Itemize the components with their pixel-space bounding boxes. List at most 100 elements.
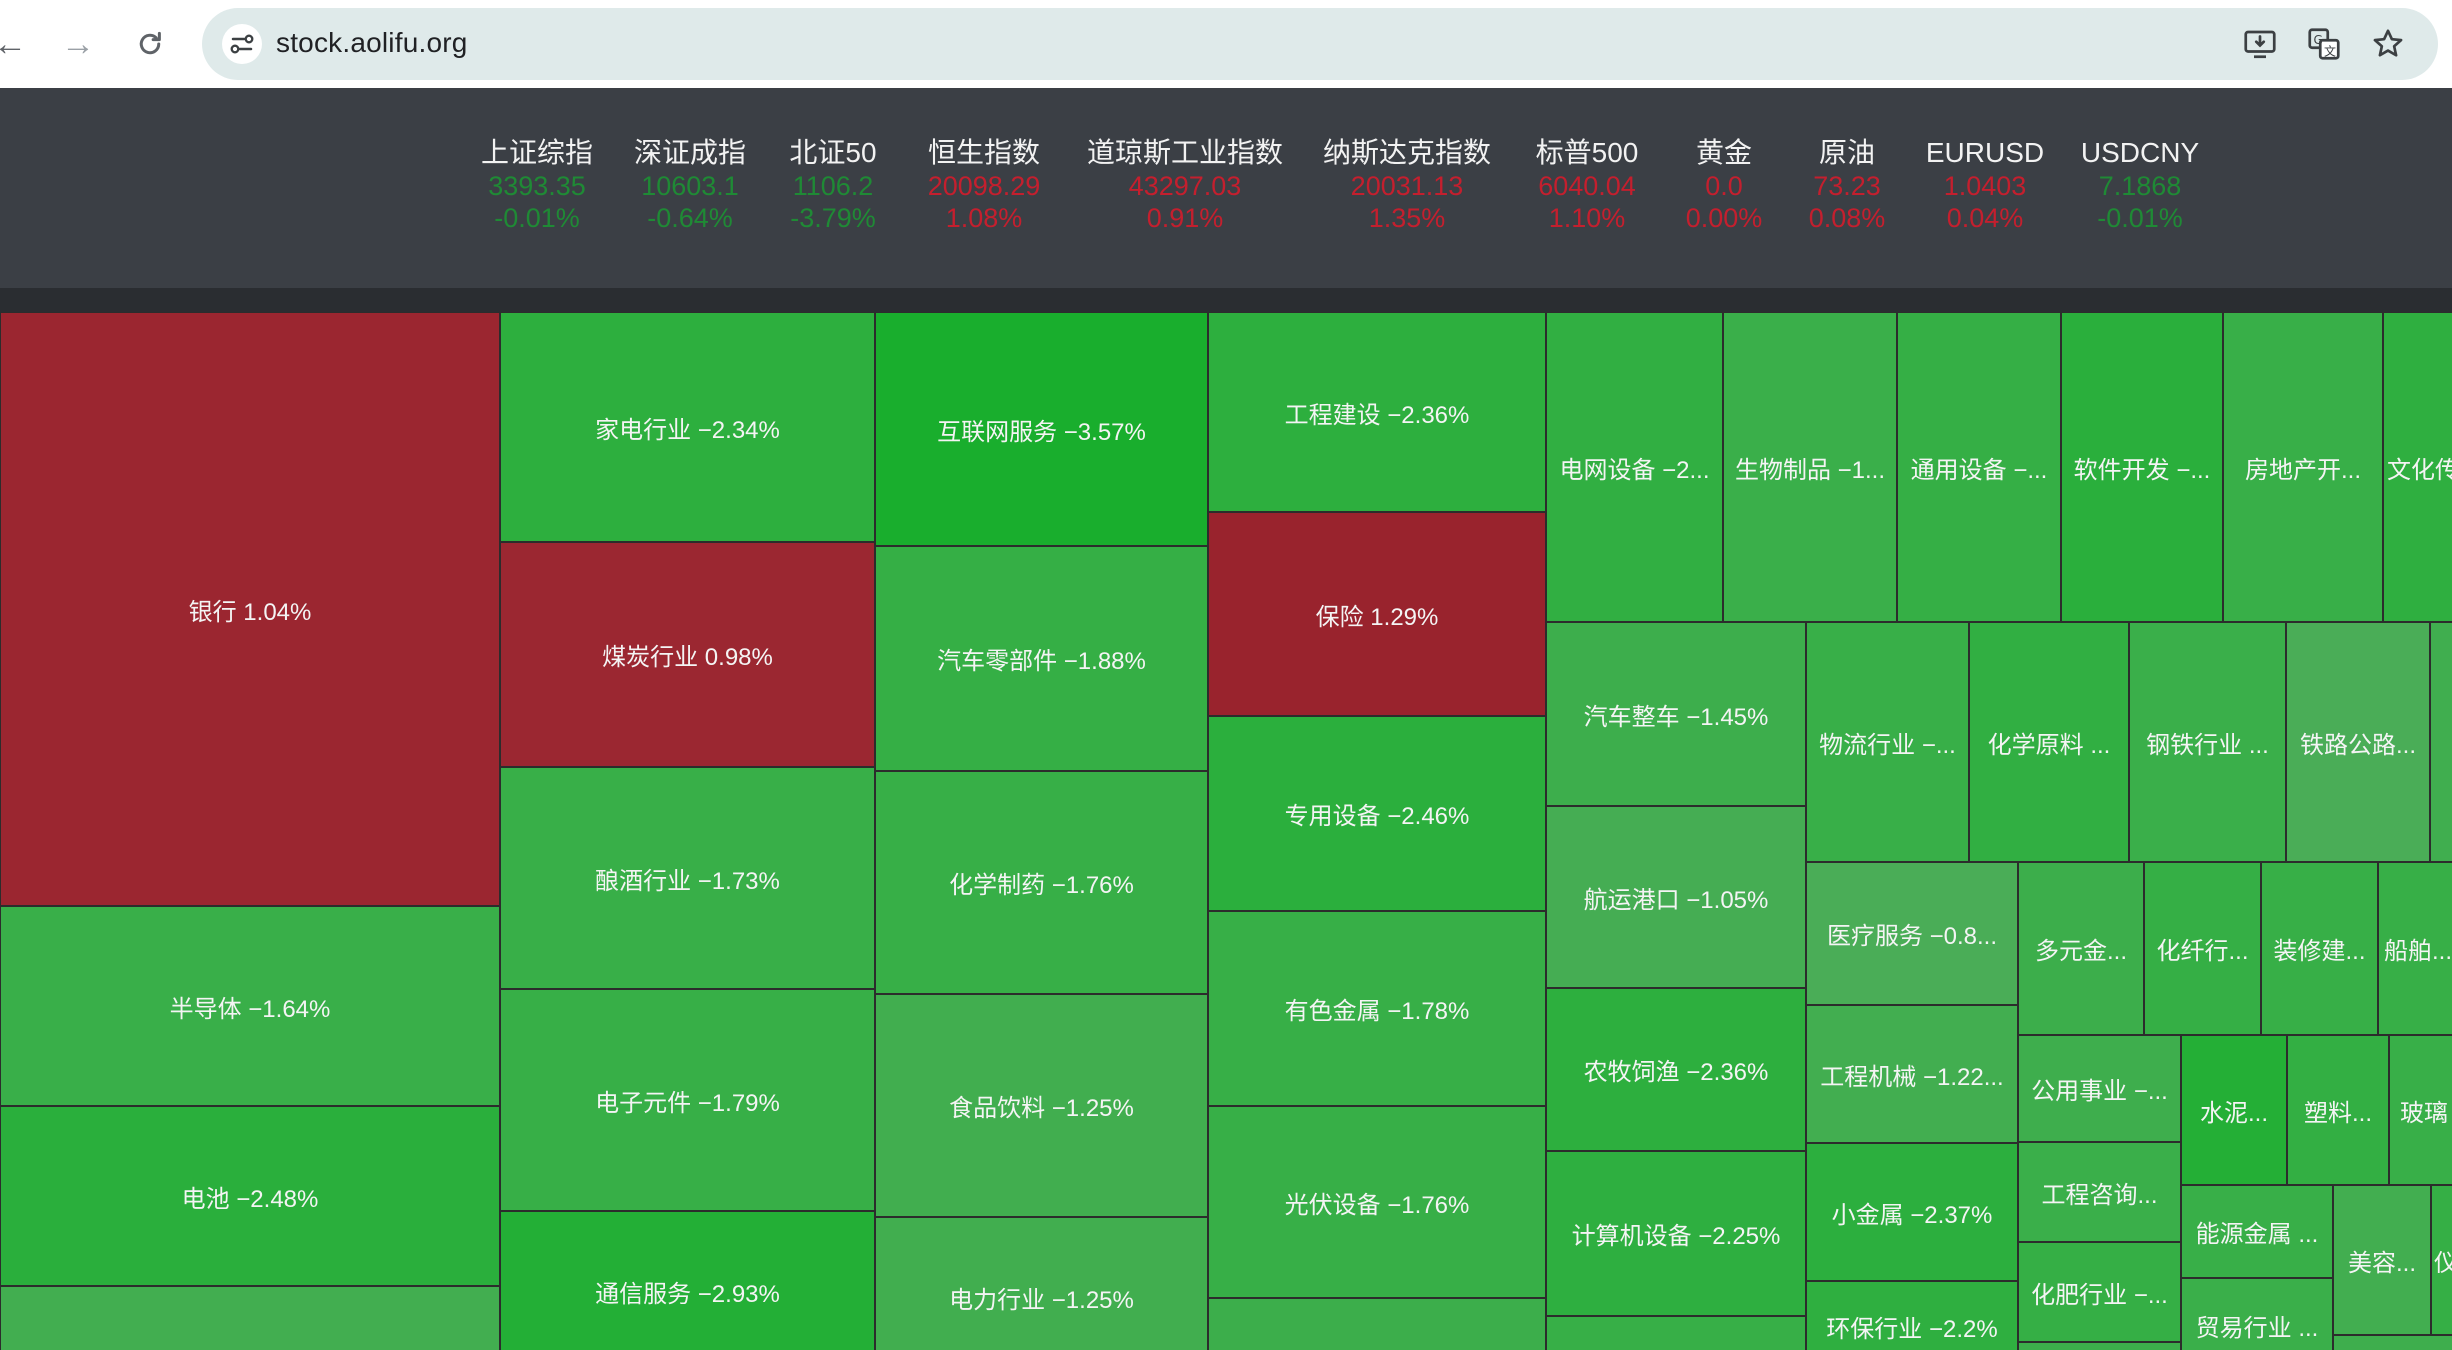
sector-tile[interactable]: 多元金...: [2018, 862, 2144, 1035]
sector-tile[interactable]: 化学制药 −1.76%: [875, 771, 1208, 994]
sector-tile[interactable]: 保险 1.29%: [1208, 512, 1546, 716]
install-app-icon[interactable]: [2242, 26, 2278, 62]
index-item[interactable]: EURUSD 1.0403 0.04%: [1926, 136, 2044, 234]
sector-tile[interactable]: 有色金属 −1.78%: [1208, 911, 1546, 1106]
sector-tile[interactable]: 食品饮料 −1.25%: [875, 994, 1208, 1217]
sector-label: 航运港口 −1.05%: [1583, 886, 1769, 914]
sector-tile[interactable]: 装修建...: [2261, 862, 2378, 1035]
sector-label: 医疗服务 −0.8...: [1826, 923, 1998, 950]
sector-tile[interactable]: [0, 1286, 500, 1350]
sector-tile[interactable]: 软件开发 −...: [2061, 312, 2223, 622]
url-text[interactable]: stock.aolifu.org: [276, 27, 468, 58]
sector-heatmap: 银行 1.04% 半导体 −1.64% 电池 −2.48% 家电行业 −2.34% 煤炭…: [0, 312, 2452, 1350]
sector-tile[interactable]: 通用设备 −...: [1897, 312, 2061, 622]
sector-tile[interactable]: 医疗服务 −0.8...: [1806, 862, 2018, 1005]
index-name: EURUSD: [1925, 137, 2045, 168]
sector-tile[interactable]: 船舶...: [2378, 862, 2452, 1035]
sector-tile[interactable]: 能源金属 ...: [2181, 1185, 2333, 1278]
index-item[interactable]: 上证综指 3393.35 -0.01%: [481, 136, 593, 234]
index-change: -3.79%: [790, 203, 876, 233]
sector-label: 汽车整车 −1.45%: [1583, 703, 1769, 731]
sector-tile[interactable]: 电网设备 −2...: [1546, 312, 1723, 622]
index-change: 1.10%: [1548, 203, 1626, 233]
sector-tile[interactable]: 文化传: [2383, 312, 2452, 622]
sector-tile[interactable]: 汽车整车 −1.45%: [1546, 622, 1806, 806]
sector-label: 文化传: [2387, 456, 2452, 484]
sector-tile[interactable]: [2430, 622, 2452, 862]
sector-tile[interactable]: 煤炭行业 0.98%: [500, 542, 875, 767]
sector-tile[interactable]: 小金属 −2.37%: [1806, 1143, 2018, 1281]
sector-tile[interactable]: 酿酒行业 −1.73%: [500, 767, 875, 989]
arrow-right-icon[interactable]: →: [61, 25, 95, 63]
sector-tile[interactable]: 电力行业 −1.25%: [875, 1217, 1208, 1350]
sector-tile[interactable]: 玻璃: [2389, 1035, 2452, 1185]
index-change: 0.91%: [1146, 203, 1224, 233]
index-name: 恒生指数: [927, 137, 1040, 168]
sector-tile[interactable]: 电子元件 −1.79%: [500, 989, 875, 1211]
index-change: -0.64%: [647, 203, 733, 233]
sector-label: 房地产开...: [2244, 456, 2361, 484]
sector-tile[interactable]: 物流行业 −...: [1806, 622, 1969, 862]
sector-tile[interactable]: [1208, 1298, 1546, 1350]
site-settings-icon[interactable]: [220, 22, 264, 66]
sector-tile[interactable]: 铁路公路...: [2286, 622, 2430, 862]
sector-tile[interactable]: 互联网服务 −3.57%: [875, 312, 1208, 546]
sector-tile[interactable]: 化纤行...: [2144, 862, 2261, 1035]
sector-label: 食品饮料 −1.25%: [949, 1095, 1134, 1122]
sector-label: 光伏设备 −1.76%: [1284, 1191, 1470, 1219]
sector-tile[interactable]: 环保行业 −2.2%: [1806, 1281, 2018, 1350]
sector-tile[interactable]: 化肥行业 −...: [2018, 1242, 2181, 1342]
sector-tile[interactable]: [2018, 1342, 2181, 1350]
sector-tile[interactable]: [2333, 1335, 2452, 1350]
sector-tile[interactable]: 贸易行业 ...: [2181, 1278, 2333, 1350]
sector-tile[interactable]: [1546, 1316, 1806, 1350]
sector-tile[interactable]: 汽车零部件 −1.88%: [875, 546, 1208, 771]
index-item[interactable]: 北证50 1106.2 -3.79%: [789, 136, 876, 234]
index-value: 0.0: [1705, 171, 1743, 201]
sector-tile[interactable]: 计算机设备 −2.25%: [1546, 1151, 1806, 1316]
sector-tile[interactable]: 化学原料 ...: [1969, 622, 2129, 862]
sector-tile[interactable]: 工程咨询...: [2018, 1142, 2181, 1242]
index-item[interactable]: 原油 73.23 0.08%: [1809, 136, 1886, 234]
sector-tile[interactable]: 银行 1.04%: [0, 312, 500, 906]
sector-tile[interactable]: 水泥...: [2181, 1035, 2287, 1185]
index-item[interactable]: 恒生指数 20098.29 1.08%: [928, 136, 1041, 234]
sector-tile[interactable]: 塑料...: [2287, 1035, 2389, 1185]
sector-label: 化学制药 −1.76%: [949, 872, 1134, 899]
sector-tile[interactable]: 公用事业 −...: [2018, 1035, 2181, 1142]
index-item[interactable]: 深证成指 10603.1 -0.64%: [634, 136, 746, 234]
sector-label: 铁路公路...: [2299, 731, 2416, 759]
star-icon[interactable]: [2370, 26, 2406, 62]
sector-tile[interactable]: 电池 −2.48%: [0, 1106, 500, 1286]
sector-label: 化纤行...: [2156, 938, 2249, 965]
sector-tile[interactable]: 半导体 −1.64%: [0, 906, 500, 1106]
index-value: 6040.04: [1538, 171, 1636, 201]
sector-label: 多元金...: [2034, 938, 2127, 965]
reload-icon[interactable]: [122, 16, 178, 72]
sector-label: 有色金属 −1.78%: [1284, 998, 1470, 1025]
sector-tile[interactable]: 美容...: [2333, 1185, 2431, 1335]
header-divider: [0, 288, 2452, 312]
index-name: 深证成指: [633, 137, 747, 168]
sector-tile[interactable]: 房地产开...: [2223, 312, 2383, 622]
index-item[interactable]: USDCNY 7.1868 -0.01%: [2081, 136, 2199, 234]
sector-tile[interactable]: 钢铁行业 ...: [2129, 622, 2286, 862]
sector-tile[interactable]: 通信服务 −2.93%: [500, 1211, 875, 1350]
index-item[interactable]: 黄金 0.0 0.00%: [1686, 136, 1763, 234]
sector-tile[interactable]: 仪: [2431, 1185, 2452, 1335]
sector-tile[interactable]: 光伏设备 −1.76%: [1208, 1106, 1546, 1298]
sector-tile[interactable]: 工程建设 −2.36%: [1208, 312, 1546, 512]
sector-tile[interactable]: 航运港口 −1.05%: [1546, 806, 1806, 988]
index-item[interactable]: 纳斯达克指数 20031.13 1.35%: [1323, 136, 1491, 234]
sector-tile[interactable]: 家电行业 −2.34%: [500, 312, 875, 542]
sector-tile[interactable]: 工程机械 −1.22...: [1806, 1005, 2018, 1143]
sector-tile[interactable]: 生物制品 −1...: [1723, 312, 1897, 622]
index-item[interactable]: 道琼斯工业指数 43297.03 0.91%: [1087, 136, 1283, 234]
arrow-left-icon[interactable]: ←: [0, 25, 27, 63]
index-item[interactable]: 标普500 6040.04 1.10%: [1536, 136, 1639, 234]
index-value: 1.0403: [1943, 171, 2027, 201]
sector-tile[interactable]: 专用设备 −2.46%: [1208, 716, 1546, 911]
sector-tile[interactable]: 农牧饲渔 −2.36%: [1546, 988, 1806, 1151]
